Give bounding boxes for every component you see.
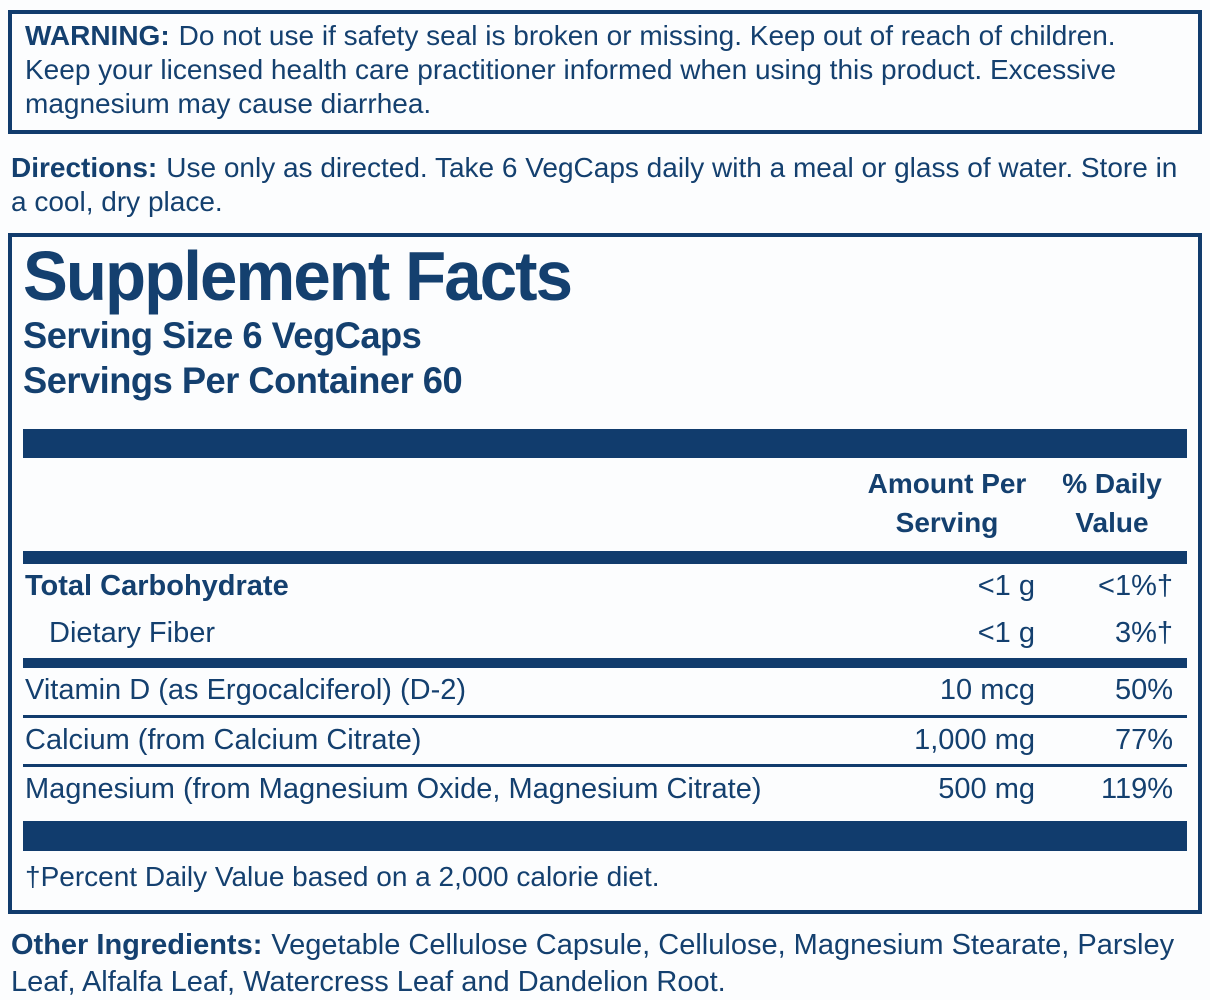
nutrient-dv: 3%†: [1114, 617, 1173, 650]
supplement-facts-panel: Supplement Facts Serving Size 6 VegCaps …: [8, 233, 1202, 915]
row-total-carbohydrate: Total Carbohydrate <1 g <1%†: [23, 564, 1187, 611]
other-ingredients-section: Other Ingredients: Vegetable Cellulose Ca…: [8, 927, 1202, 1000]
daily-value-header: % Daily Value: [1062, 468, 1162, 538]
nutrient-name: Magnesium (from Magnesium Oxide, Magnesi…: [25, 773, 762, 806]
warning-box: WARNING: Do not use if safety seal is bro…: [8, 10, 1202, 134]
nutrient-name: Calcium (from Calcium Citrate): [25, 723, 422, 756]
nutrient-dv: 77%: [1114, 723, 1173, 756]
daily-value-footnote: †Percent Daily Value based on a 2,000 ca…: [25, 861, 660, 893]
serving-size: Serving Size 6 VegCaps: [23, 314, 422, 356]
servings-per-container: Servings Per Container 60: [23, 359, 463, 401]
warning-label: WARNING:: [25, 20, 170, 51]
nutrient-name: Total Carbohydrate: [25, 570, 289, 603]
directions-section: Directions: Use only as directed. Take 6 …: [8, 151, 1202, 219]
directions-label: Directions:: [11, 151, 158, 183]
nutrient-dv: 50%: [1114, 673, 1173, 706]
row-dietary-fiber: Dietary Fiber <1 g 3%†: [23, 611, 1187, 658]
bottom-divider-bar: [23, 821, 1187, 852]
nutrient-amount: 1,000 mg: [914, 723, 1035, 756]
nutrient-amount: 500 mg: [938, 773, 1035, 806]
nutrient-name: Dietary Fiber: [49, 617, 215, 650]
nutrient-name: Vitamin D (as Ergocalciferol) (D-2): [25, 673, 467, 706]
nutrient-amount: 10 mcg: [939, 673, 1035, 706]
row-calcium: Calcium (from Calcium Citrate) 1,000 mg …: [23, 718, 1187, 768]
warning-text: Do not use if safety seal is broken or m…: [25, 20, 1117, 119]
mid-divider-bar: [23, 657, 1187, 668]
header-divider-bar: [23, 551, 1187, 565]
other-ingredients-label: Other Ingredients:: [11, 929, 263, 962]
directions-text: Use only as directed. Take 6 VegCaps dai…: [11, 151, 1178, 217]
column-header-row: Amount Per Serving % Daily Value: [23, 458, 1187, 551]
header-spacer: [23, 465, 857, 542]
nutrient-amount: <1 g: [977, 617, 1035, 650]
amount-per-serving-header: Amount Per Serving: [867, 468, 1027, 538]
nutrient-amount: <1 g: [977, 570, 1035, 603]
nutrient-dv: 119%: [1100, 773, 1173, 806]
row-vitamin-d: Vitamin D (as Ergocalciferol) (D-2) 10 m…: [23, 668, 1187, 718]
supplement-facts-title: Supplement Facts: [23, 237, 573, 316]
nutrient-dv: <1%†: [1098, 570, 1173, 603]
row-magnesium: Magnesium (from Magnesium Oxide, Magnesi…: [23, 767, 1187, 814]
top-divider-bar: [23, 429, 1187, 459]
